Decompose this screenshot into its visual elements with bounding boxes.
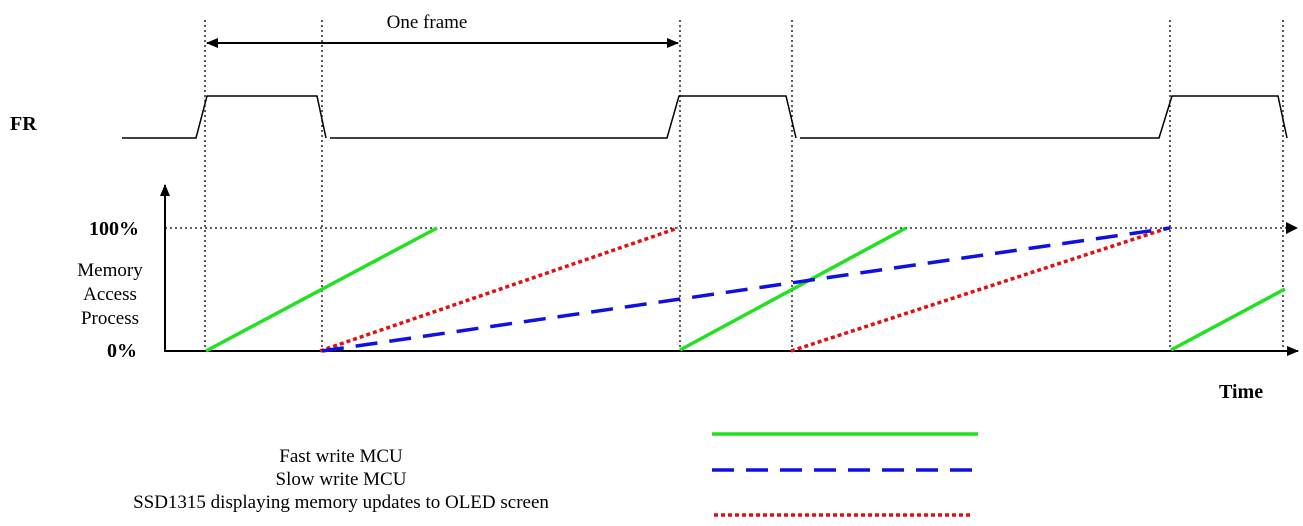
y-top-label: 100% bbox=[89, 218, 139, 240]
display-line bbox=[319, 226, 679, 353]
display-series bbox=[319, 226, 1169, 353]
legend: Fast write MCU Slow write MCU SSD1315 di… bbox=[133, 432, 978, 517]
slow-write-series bbox=[321, 226, 1171, 353]
hundred-percent-arrowhead bbox=[1286, 222, 1298, 234]
legend-label-slow: Slow write MCU bbox=[276, 469, 407, 490]
display-line bbox=[790, 226, 1169, 353]
fast-write-line bbox=[205, 226, 438, 353]
fr-waveform-segment bbox=[330, 95, 797, 139]
x-title: Time bbox=[1219, 381, 1263, 403]
y-bottom-label: 0% bbox=[107, 340, 137, 362]
y-title-line: Access bbox=[83, 284, 137, 305]
legend-label-fast: Fast write MCU bbox=[279, 446, 403, 467]
legend-label-display: SSD1315 displaying memory updates to OLE… bbox=[133, 492, 549, 513]
fast-write-line bbox=[679, 226, 907, 352]
one-frame-indicator: One frame bbox=[206, 12, 679, 48]
frame-boundary-lines bbox=[204, 20, 1284, 352]
fast-write-series bbox=[205, 226, 1286, 353]
one-frame-label: One frame bbox=[387, 12, 468, 33]
fast-write-line bbox=[1170, 287, 1286, 352]
fr-waveform-segment bbox=[800, 95, 1288, 139]
fr-signal: FR bbox=[10, 95, 1288, 139]
y-title-line: Memory bbox=[77, 260, 143, 281]
slow-write-line bbox=[321, 226, 1171, 353]
y-title-line: Process bbox=[81, 308, 139, 329]
fr-label: FR bbox=[10, 113, 37, 135]
axes bbox=[160, 184, 1299, 356]
fr-waveform-segment bbox=[122, 95, 327, 139]
